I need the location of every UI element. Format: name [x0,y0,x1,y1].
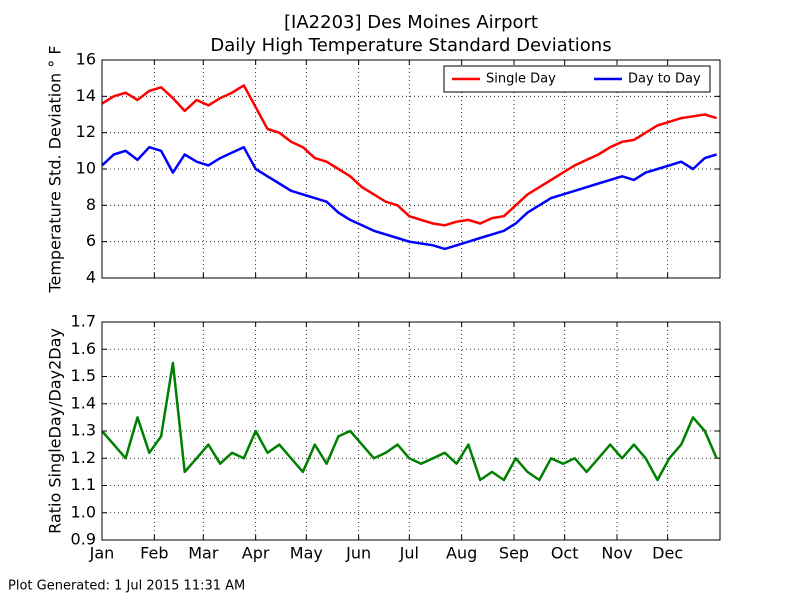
y-tick-label: 1.2 [71,448,96,467]
y-tick-label: 1.7 [71,312,96,331]
y-tick-label: 8 [86,195,96,214]
x-tick-label: Aug [446,544,477,563]
x-tick-label: May [290,544,323,563]
x-tick-label: Jun [345,544,371,563]
y-tick-label: 10 [76,159,96,178]
x-tick-label: Nov [601,544,632,563]
chart-subtitle: Daily High Temperature Standard Deviatio… [210,35,611,56]
y-tick-label: 0.9 [71,530,96,549]
y-tick-label: 12 [76,122,96,141]
y-tick-label: 4 [86,268,96,287]
line-series [101,145,717,251]
x-tick-label: Mar [188,544,219,563]
legend-label: Day to Day [628,72,701,87]
axes-frame [101,321,721,541]
y-axis-label: Ratio SingleDay/Day2Day [46,328,65,534]
footer: Plot Generated: 1 Jul 2015 11:31 AM [8,579,245,594]
x-tick-label: Oct [551,544,579,563]
line-series [101,84,717,227]
x-tick-label: Jul [399,544,419,563]
legend-label: Single Day [486,72,556,87]
chart-title: [IA2203] Des Moines Airport [284,12,538,33]
y-tick-label: 16 [76,50,96,69]
y-tick-label: 1.3 [71,421,96,440]
y-axis-label: Temperature Std. Deviation ° F [46,45,65,293]
y-tick-label: 6 [86,231,96,250]
y-tick-label: 14 [76,86,96,105]
y-tick-label: 1.6 [71,339,96,358]
x-tick-label: Jan [89,544,115,563]
x-tick-label: Sep [499,544,529,563]
y-tick-label: 1.1 [71,475,96,494]
axes-frame [101,59,721,279]
y-tick-label: 1.4 [71,393,96,412]
x-tick-label: Apr [242,544,270,563]
line-series [101,361,718,482]
x-tick-label: Dec [652,544,683,563]
y-tick-label: 1.0 [71,502,96,521]
x-tick-label: Feb [140,544,168,563]
legend-box [443,65,711,93]
y-tick-label: 1.5 [71,366,96,385]
